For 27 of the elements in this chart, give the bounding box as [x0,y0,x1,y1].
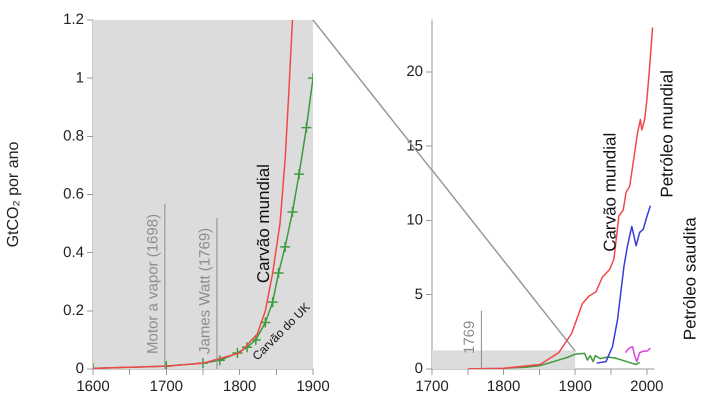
x-tick-label: 1800 [486,378,520,396]
y-tick-label: 1 [76,69,84,86]
x-tick-label: 1900 [558,378,592,396]
x-tick-label: 1600 [76,378,110,396]
text: Petróleo mundial [658,70,677,198]
y-tick-label: 5 [414,286,423,303]
text: Petróleo saudita [680,216,700,340]
y-tick-label: 0 [414,360,423,378]
text: Carvão mundial [600,132,620,252]
y-tick-label: 10 [406,212,423,229]
y-axis-title: GtCO₂ por ano [5,141,22,248]
ref-line-label: Motor a vapor (1698) [144,214,162,354]
x-tick-label: 1900 [296,378,330,396]
y-tick-label: 20 [406,63,423,80]
text: Carvão mundial [254,164,274,284]
y-tick-label: 0.2 [63,302,84,319]
x-tick-label: 1700 [150,378,184,396]
x-tick-label: 2000 [630,378,664,396]
y-tick-label: 1.2 [63,11,84,28]
x-tick-label: 1700 [415,378,449,396]
y-tick-label: 0.4 [63,244,84,261]
y-tick-label: 0.8 [63,127,84,144]
y-tick-label: 0.6 [63,186,84,203]
ref-line-label: James Watt (1769) [196,228,214,354]
y-tick-label: 0 [76,360,84,378]
ref-line-label: 1769 [461,320,478,354]
x-tick-label: 1800 [222,378,256,396]
